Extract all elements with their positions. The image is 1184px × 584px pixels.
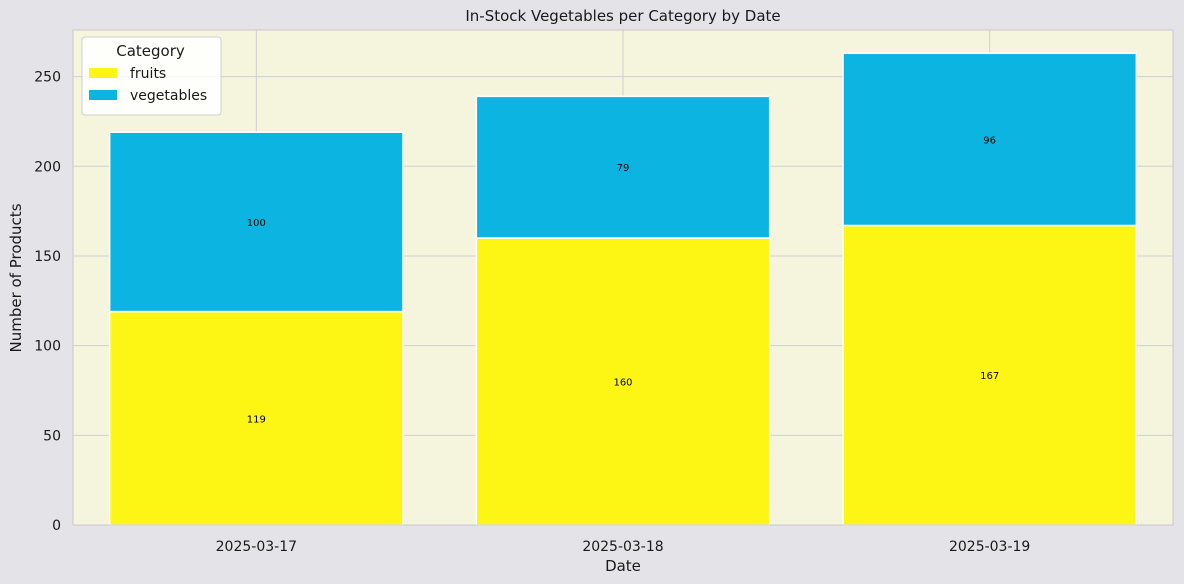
bar-vegetables[interactable]: [475, 95, 771, 239]
bar-vegetables[interactable]: [108, 131, 404, 313]
bar-value-label: 119: [247, 414, 266, 425]
y-tick-label: 50: [43, 428, 61, 444]
y-tick-label: 200: [34, 159, 61, 175]
y-tick-label: 100: [34, 339, 61, 355]
legend-entry-fruits[interactable]: fruits: [130, 66, 166, 82]
x-tick-label: 2025-03-19: [949, 539, 1030, 555]
y-axis-label: Number of Products: [7, 203, 25, 352]
bar-value-label: 100: [247, 218, 266, 229]
legend-swatch-vegetables: [89, 90, 117, 100]
y-tick-label: 0: [52, 518, 61, 534]
bar-value-label: 79: [617, 163, 630, 174]
x-tick-label: 2025-03-18: [582, 539, 663, 555]
bar-fruits[interactable]: [108, 310, 404, 526]
x-tick-label: 2025-03-17: [216, 539, 297, 555]
y-tick-label: 150: [34, 249, 61, 265]
bar-fruits[interactable]: [475, 237, 771, 526]
y-tick-label: 250: [34, 70, 61, 86]
plot-frame: [72, 29, 1174, 526]
legend-entry-vegetables[interactable]: vegetables: [130, 88, 207, 104]
bar-value-label: 160: [613, 378, 632, 389]
bar-value-label: 167: [980, 371, 999, 382]
bar-vegetables[interactable]: [842, 52, 1138, 227]
bar-value-label: 96: [983, 135, 996, 146]
legend-swatch-fruits: [89, 68, 117, 78]
chart-title: In-Stock Vegetables per Category by Date: [465, 7, 780, 25]
legend-title: Category: [116, 42, 185, 60]
x-axis-label: Date: [605, 557, 641, 575]
